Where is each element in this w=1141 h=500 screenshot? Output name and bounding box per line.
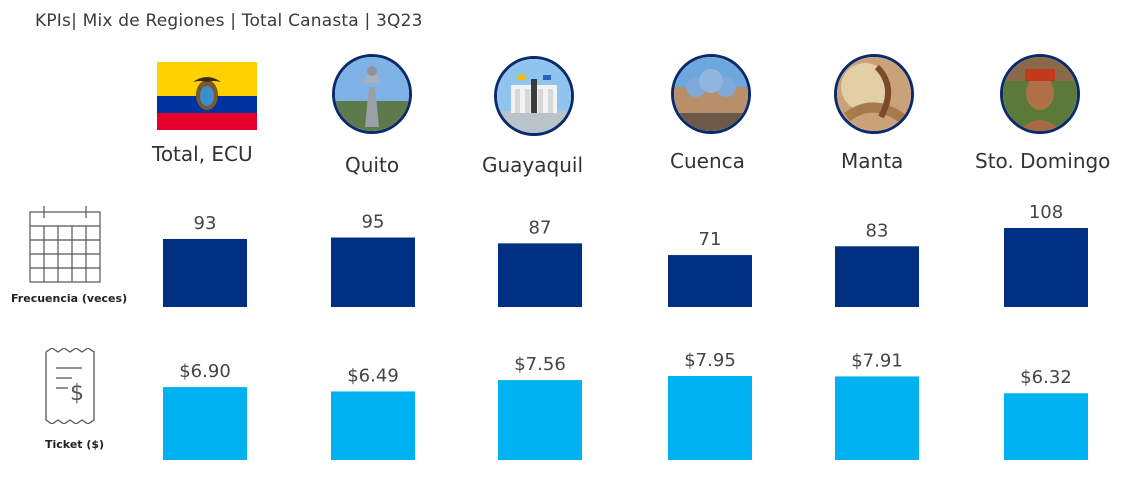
frequency-value-label-4: 83	[866, 220, 889, 241]
frequency-value-label-1: 95	[362, 212, 385, 233]
region-name-cuenca: Cuenca	[670, 149, 745, 173]
tsachila-person-photo	[1000, 54, 1080, 134]
ticket-value-label-5: $6.32	[1020, 367, 1072, 388]
frequency-bar-4	[835, 246, 919, 307]
frequency-value-label-3: 71	[699, 229, 722, 250]
frequency-bar-5	[1004, 228, 1088, 307]
ticket-bar-4	[835, 376, 919, 460]
ticket-bar-0	[163, 387, 247, 460]
ticket-bar-5	[1004, 393, 1088, 460]
region-name-sto-domingo: Sto. Domingo	[975, 149, 1111, 173]
frequency-value-label-2: 87	[529, 217, 552, 238]
frequency-bar-2	[498, 243, 582, 307]
region-name-guayaquil: Guayaquil	[482, 153, 584, 177]
ecuador-flag	[157, 62, 257, 130]
guayaquil-hemiciclo-photo	[494, 56, 574, 136]
ticket-bar-3	[668, 376, 752, 460]
frequency-bar-0	[163, 238, 247, 307]
ticket-bar-2	[498, 380, 582, 460]
ticket-value-label-4: $7.91	[851, 350, 903, 371]
region-name-manta: Manta	[841, 149, 904, 173]
svg-text:$: $	[70, 381, 84, 406]
region-name-total-ecu: Total, ECU	[152, 142, 253, 166]
frequency-bar-3	[668, 255, 752, 307]
ticket-value-label-3: $7.95	[684, 350, 736, 371]
ticket-value-label-1: $6.49	[347, 365, 399, 386]
ticket-bar-1	[331, 391, 415, 460]
ticket-value-label-2: $7.56	[514, 354, 566, 375]
row-label-ticket: Ticket ($)	[45, 438, 105, 451]
frequency-value-label-5: 108	[1029, 202, 1063, 223]
region-name-quito: Quito	[345, 153, 400, 177]
manta-weaving-photo	[834, 54, 914, 134]
frequency-bar-1	[331, 237, 415, 307]
receipt-dollar-icon: $	[42, 347, 98, 428]
row-label-frequency: Frecuencia (veces)	[11, 292, 128, 305]
frequency-value-label-0: 93	[194, 213, 217, 234]
page-title: KPIs| Mix de Regiones | Total Canasta | …	[35, 11, 423, 31]
cuenca-cathedral-photo	[671, 54, 751, 134]
calendar-icon	[28, 204, 102, 288]
ticket-value-label-0: $6.90	[179, 361, 231, 382]
